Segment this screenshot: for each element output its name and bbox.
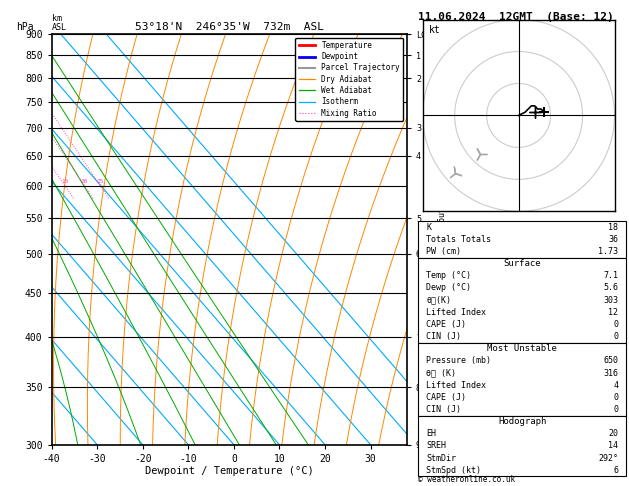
Text: θᴇ (K): θᴇ (K)	[426, 368, 456, 378]
Text: 6: 6	[613, 466, 618, 475]
X-axis label: Dewpoint / Temperature (°C): Dewpoint / Temperature (°C)	[145, 467, 314, 476]
Bar	[418, 416, 626, 476]
Text: 292°: 292°	[598, 453, 618, 463]
Text: 1.73: 1.73	[598, 247, 618, 256]
Text: 20: 20	[81, 178, 88, 184]
Text: SREH: SREH	[426, 441, 446, 451]
Text: CIN (J): CIN (J)	[426, 405, 461, 414]
Bar	[418, 343, 626, 416]
Text: 0: 0	[613, 405, 618, 414]
Text: K: K	[426, 223, 431, 232]
Text: CAPE (J): CAPE (J)	[426, 320, 466, 329]
Text: kt: kt	[428, 25, 440, 35]
Text: 303: 303	[603, 295, 618, 305]
Text: Temp (°C): Temp (°C)	[426, 271, 471, 280]
Text: EH: EH	[426, 429, 436, 438]
Text: Lifted Index: Lifted Index	[426, 308, 486, 317]
Text: PW (cm): PW (cm)	[426, 247, 461, 256]
Text: 15: 15	[61, 178, 69, 184]
Text: StmDir: StmDir	[426, 453, 456, 463]
Text: CIN (J): CIN (J)	[426, 332, 461, 341]
Text: hPa: hPa	[16, 22, 34, 32]
Text: 11.06.2024  12GMT  (Base: 12): 11.06.2024 12GMT (Base: 12)	[418, 12, 613, 22]
Text: 53°18'N  246°35'W  732m  ASL: 53°18'N 246°35'W 732m ASL	[135, 22, 324, 32]
Text: StmSpd (kt): StmSpd (kt)	[426, 466, 481, 475]
Text: 14: 14	[608, 441, 618, 451]
Text: 7.1: 7.1	[603, 271, 618, 280]
Text: Dewp (°C): Dewp (°C)	[426, 283, 471, 293]
Text: 36: 36	[608, 235, 618, 244]
Text: 0: 0	[613, 320, 618, 329]
Text: © weatheronline.co.uk: © weatheronline.co.uk	[418, 474, 515, 484]
Text: 25: 25	[96, 178, 104, 184]
Text: km
ASL: km ASL	[52, 14, 67, 32]
Text: θᴇ(K): θᴇ(K)	[426, 295, 451, 305]
Text: 4: 4	[613, 381, 618, 390]
Text: 0: 0	[613, 393, 618, 402]
Text: 5.6: 5.6	[603, 283, 618, 293]
Text: 316: 316	[603, 368, 618, 378]
Text: Pressure (mb): Pressure (mb)	[426, 356, 491, 365]
Text: 12: 12	[608, 308, 618, 317]
Text: 650: 650	[603, 356, 618, 365]
Text: Surface: Surface	[503, 259, 541, 268]
Bar	[418, 221, 626, 258]
Text: Most Unstable: Most Unstable	[487, 344, 557, 353]
Text: Lifted Index: Lifted Index	[426, 381, 486, 390]
Text: CAPE (J): CAPE (J)	[426, 393, 466, 402]
Bar	[418, 258, 626, 343]
Text: Totals Totals: Totals Totals	[426, 235, 491, 244]
Text: Hodograph: Hodograph	[498, 417, 546, 426]
Legend: Temperature, Dewpoint, Parcel Trajectory, Dry Adiabat, Wet Adiabat, Isotherm, Mi: Temperature, Dewpoint, Parcel Trajectory…	[296, 38, 403, 121]
Text: 20: 20	[608, 429, 618, 438]
Text: 18: 18	[608, 223, 618, 232]
Text: 0: 0	[613, 332, 618, 341]
Y-axis label: Mixing Ratio (g/kg): Mixing Ratio (g/kg)	[436, 192, 445, 287]
